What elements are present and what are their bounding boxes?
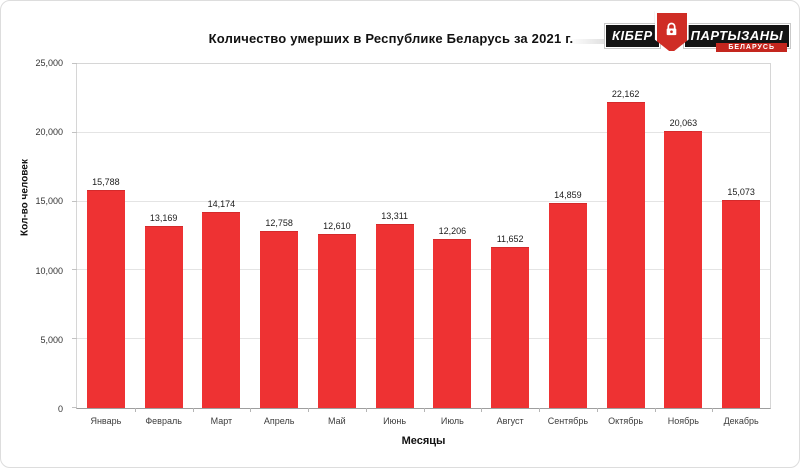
chart-title: Количество умерших в Республике Беларусь… [208,31,574,46]
x-axis-tick [712,408,714,412]
partisans-logo: КІБЕР ПАРТЫЗАНЫ БЕЛАРУСЬ [569,9,791,57]
bar-value-label: 14,859 [554,189,582,200]
x-tick-label: Сентябрь [547,416,589,426]
bar-group: 13,169 Февраль [135,64,193,426]
x-axis-label: Месяцы [401,435,446,447]
x-axis-tick [134,408,136,412]
bar-value-label: 11,652 [496,233,524,244]
bar-group: 20,063 Ноябрь [655,64,713,426]
x-tick-label: Июнь [383,416,407,426]
bar-value-label: 20,063 [669,117,698,128]
x-axis-tick [192,408,194,412]
bar-group: 13,311 Июнь [366,64,424,426]
y-axis-tick [72,269,77,271]
bar-group: 15,073 Декабрь [712,64,770,426]
y-axis-tick [72,63,77,64]
bar-group: 14,174 Март [193,64,251,426]
x-tick-label: Февраль [145,416,182,426]
bar-group: 12,206 Июль [424,64,482,426]
x-tick-label: Август [496,416,524,426]
bar [722,199,761,408]
bar [260,231,299,408]
bar-value-label: 12,206 [438,226,467,237]
bar [375,223,414,408]
x-tick-label: Октябрь [608,416,644,426]
x-tick-label: Январь [90,416,122,426]
y-axis-tick [72,338,77,340]
bar-value-label: 12,610 [323,220,351,231]
y-tick-label: 20,000 [35,127,63,138]
plot-area: 15,788 Январь 13,169 Февраль 14,174 Март 12,75… [72,63,771,426]
y-tick-label: 10,000 [35,265,63,276]
bar-group: 12,758 Апрель [250,64,308,426]
x-axis-tick [481,408,483,412]
y-axis-tick [72,200,77,202]
bar [202,211,241,408]
y-tick-label: 0 [57,404,63,414]
x-tick-label: Декабрь [723,416,759,426]
logo-kiber-box: КІБЕР [605,24,660,48]
bar-group: 12,610 Май [308,64,366,426]
y-ticks: 0 5,000 10,000 15,000 20,000 25,000 [1,58,69,414]
bar [144,225,183,408]
x-axis-tick [596,408,598,412]
x-axis-tick [654,408,656,412]
gridline [77,200,770,202]
bar-value-label: 15,788 [92,176,120,187]
bar [86,189,125,408]
bar-group: 11,652 Август [481,64,539,426]
bar-group: 14,859 Сентябрь [539,64,597,426]
y-axis-tick [72,407,77,408]
bar-value-label: 15,073 [727,186,755,197]
y-tick-label: 15,000 [35,196,63,207]
bar [433,239,472,408]
x-tick-label: Апрель [263,416,295,426]
bar [664,130,703,408]
bar [606,102,645,408]
bar-value-label: 22,162 [611,89,640,100]
bar-value-label: 13,311 [381,210,409,221]
x-tick-label: Март [210,416,233,426]
x-tick-label: Май [328,416,346,426]
logo-belarus-badge: БЕЛАРУСЬ [716,43,787,52]
lock-icon [663,21,680,43]
bar-value-label: 12,758 [265,218,293,229]
bar-value-label: 14,174 [207,198,236,209]
x-axis-tick [539,408,540,412]
bar [317,233,356,408]
x-axis-tick [365,408,367,412]
bar [491,246,530,408]
gridline [77,269,770,271]
gridline [77,338,770,340]
bar-value-label: 13,169 [149,212,178,223]
logo-row: КІБЕР ПАРТЫЗАНЫ [605,11,791,53]
x-tick-label: Июль [440,416,464,426]
bars: 15,788 Январь 13,169 Февраль 14,174 Март 12,75… [77,64,770,426]
bar-group: 22,162 Октябрь [597,64,655,426]
gridline [77,131,770,133]
x-axis-tick [250,408,252,412]
bar [548,202,587,408]
x-tick-label: Ноябрь [667,416,699,426]
y-tick-label: 25,000 [35,58,63,68]
bar-group: 15,788 Январь [77,64,135,426]
x-axis-tick [423,408,425,412]
y-tick-label: 5,000 [40,334,63,345]
x-axis-tick [308,408,309,412]
y-axis-tick [72,131,77,133]
